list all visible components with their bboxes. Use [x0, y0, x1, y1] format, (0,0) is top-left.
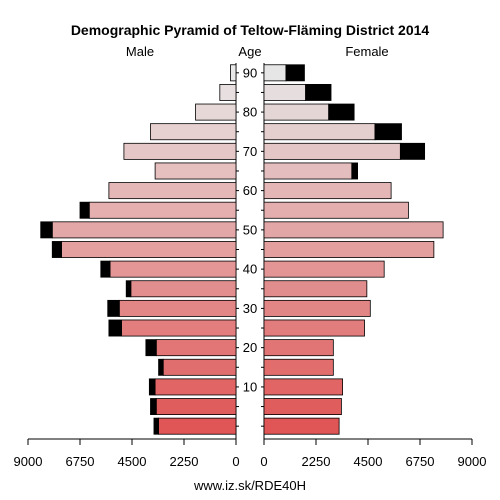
- male-excess-bar-5-9: [150, 398, 157, 416]
- male-bar-60-64: [108, 182, 237, 200]
- female-bar-40-44: [263, 260, 385, 278]
- age-tick-label: 40: [243, 262, 257, 277]
- male-bar-75-79: [150, 123, 237, 141]
- female-excess-bar-65-69: [351, 162, 359, 180]
- male-excess-bar-10-14: [148, 378, 156, 396]
- male-bar-10-14: [154, 378, 237, 396]
- female-bar-30-34: [263, 299, 371, 317]
- female-x-tick-label: 0: [260, 454, 267, 469]
- female-bar-25-29: [263, 319, 365, 337]
- male-bar-50-54: [51, 221, 237, 239]
- male-bar-30-34: [118, 299, 237, 317]
- male-x-tick-label: 9000: [14, 454, 43, 469]
- male-label: Male: [126, 44, 154, 59]
- male-excess-bar-20-24: [145, 339, 157, 357]
- female-bar-35-39: [263, 280, 368, 298]
- female-bar-60-64: [263, 182, 392, 200]
- plot-area: 10 20 30 40 50 60 70 80 90 9000 6750 4500 2250 0 0 2250…: [14, 63, 487, 469]
- female-bar-50-54: [263, 221, 444, 239]
- female-excess-bar-90+: [285, 64, 305, 82]
- male-x-tick-label: 4500: [118, 454, 147, 469]
- age-tick-label: 60: [243, 183, 257, 198]
- female-x-tick-label: 6750: [406, 454, 435, 469]
- male-excess-bar-30-34: [107, 299, 120, 317]
- female-bar-55-59: [263, 201, 409, 219]
- male-excess-bar-25-29: [108, 319, 122, 337]
- female-bar-10-14: [263, 378, 343, 396]
- age-label: Age: [238, 44, 261, 59]
- male-bar-70-74: [123, 142, 237, 160]
- male-excess-bar-45-49: [51, 241, 62, 258]
- male-bar-80-84: [195, 103, 237, 121]
- male-bar-5-9: [155, 398, 237, 416]
- age-tick-label: 90: [243, 65, 257, 80]
- female-bar-90+: [263, 64, 287, 82]
- male-bar-0-4: [158, 417, 237, 435]
- male-excess-bar-40-44: [100, 260, 111, 278]
- male-x-tick-label: 6750: [66, 454, 95, 469]
- female-x-tick-label: 2250: [302, 454, 331, 469]
- female-bar-45-49: [263, 241, 435, 258]
- female-bar-20-24: [263, 339, 334, 357]
- male-bar-25-29: [121, 319, 237, 337]
- male-excess-bar-0-4: [153, 417, 159, 435]
- age-tick-label: 70: [243, 144, 257, 159]
- age-tick-label: 30: [243, 301, 257, 316]
- female-excess-bar-80-84: [328, 103, 355, 121]
- age-tick-label: 10: [243, 379, 257, 394]
- male-bar-65-69: [154, 162, 237, 180]
- male-bar-90+: [230, 64, 237, 82]
- male-x-tick-label: 0: [232, 454, 239, 469]
- female-label: Female: [345, 44, 388, 59]
- male-bar-35-39: [130, 280, 237, 298]
- male-bar-20-24: [155, 339, 237, 357]
- male-excess-bar-50-54: [40, 221, 53, 239]
- male-bar-15-19: [162, 358, 237, 376]
- female-bar-15-19: [263, 358, 334, 376]
- age-tick-label: 50: [243, 222, 257, 237]
- female-bar-70-74: [263, 142, 401, 160]
- male-excess-bar-55-59: [79, 201, 90, 219]
- male-bar-55-59: [88, 201, 237, 219]
- female-bar-75-79: [263, 123, 376, 141]
- male-x-tick-label: 2250: [170, 454, 199, 469]
- age-tick-label: 80: [243, 105, 257, 120]
- female-bar-85-89: [263, 83, 306, 101]
- female-x-tick-label: 4500: [354, 454, 383, 469]
- female-bar-65-69: [263, 162, 353, 180]
- female-excess-bar-85-89: [305, 83, 332, 101]
- male-bar-85-89: [219, 83, 237, 101]
- female-bar-0-4: [263, 417, 340, 435]
- male-excess-bar-35-39: [125, 280, 132, 298]
- age-tick-label: 20: [243, 340, 257, 355]
- female-excess-bar-70-74: [399, 142, 426, 160]
- female-x-tick-label: 9000: [458, 454, 487, 469]
- male-bar-45-49: [61, 241, 237, 258]
- chart-title: Demographic Pyramid of Teltow-Fläming Di…: [71, 22, 430, 38]
- female-bar-80-84: [263, 103, 330, 121]
- male-excess-bar-15-19: [158, 358, 164, 376]
- female-excess-bar-75-79: [374, 123, 402, 141]
- male-bar-40-44: [109, 260, 237, 278]
- footer-url: www.iz.sk/RDE40H: [193, 478, 306, 493]
- female-bar-5-9: [263, 398, 342, 416]
